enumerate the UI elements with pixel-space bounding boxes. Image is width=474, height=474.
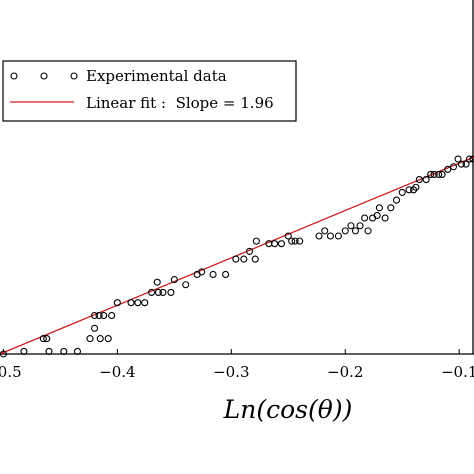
data-point [104,335,112,343]
data-point [222,270,230,279]
data-point [159,288,167,296]
fit-line-layer [0,156,474,355]
data-point [462,160,470,168]
data-point [86,335,94,343]
data-point [381,214,389,222]
x-tick-label: −0.1 [441,363,474,381]
data-point [240,255,248,263]
data-points [0,155,474,358]
x-tick-label: −0.5 [0,363,22,381]
data-point [170,276,178,284]
data-point [415,176,423,184]
data-point [252,237,260,245]
data-point [347,222,355,230]
data-point [387,204,395,212]
x-tick-label: −0.3 [213,363,249,381]
data-point [154,288,162,296]
data-point [412,183,420,191]
data-point [430,170,438,178]
data-point [134,299,142,307]
data-point [209,270,217,279]
data-point [315,232,323,240]
data-point [182,281,190,289]
data-point [373,211,381,220]
data-point [167,288,175,296]
data-point [321,227,329,235]
data-point [435,170,443,178]
data-point [465,155,473,163]
data-point [351,227,360,235]
data-point [198,268,206,276]
data-point [438,170,446,178]
legend-marker-experimental [10,72,78,80]
legend-label-experimental: Experimental data [86,67,227,85]
data-point [95,311,103,320]
data-point [291,237,299,245]
data-point [398,188,406,196]
data-point [91,311,99,320]
data-point [361,214,369,222]
data-point [73,347,82,355]
data-point [392,196,401,204]
legend-label-fit: Linear fit : Slope = 1.96 [86,94,274,112]
data-point [296,237,304,245]
data-point [341,227,349,235]
fit-line [0,156,474,355]
legend-box [2,60,297,122]
data-point [141,299,149,307]
data-point [454,155,462,163]
data-point [271,240,279,248]
x-tick-label: −0.4 [99,363,135,381]
data-point [60,347,68,355]
data-point [427,170,435,178]
data-point [147,288,156,296]
data-point [96,335,104,343]
data-point [20,347,28,355]
data-point [232,255,240,263]
data-point [364,227,372,235]
data-point [100,311,108,320]
data-point [91,324,99,332]
x-tick-label: −0.2 [327,363,363,381]
data-point [288,237,296,245]
data-point [39,335,47,343]
data-point [153,278,161,286]
data-point [405,186,413,194]
data-point [469,155,474,163]
data-point [113,299,121,307]
data-point [334,232,342,240]
data-point [277,240,285,248]
data-point [449,163,458,171]
data-point [422,176,430,184]
data-point [444,165,452,173]
x-ticks: −0.5 −0.4 −0.3 −0.2 −0.1 [0,349,474,381]
data-point [108,311,116,320]
x-axis-label: Ln(cos(θ)) [223,395,353,424]
data-point [284,232,292,240]
plot-area: −0.5 −0.4 −0.3 −0.2 −0.1 [0,0,474,381]
data-point [45,347,53,355]
data-point [251,255,259,263]
data-point [43,335,51,343]
data-point [127,299,135,307]
legend: Experimental data Linear fit : Slope = 1… [2,60,297,122]
data-point [356,222,364,230]
data-point [457,160,466,168]
data-point [375,204,383,212]
data-point [326,232,334,240]
data-point [245,247,254,255]
data-point [0,350,7,358]
